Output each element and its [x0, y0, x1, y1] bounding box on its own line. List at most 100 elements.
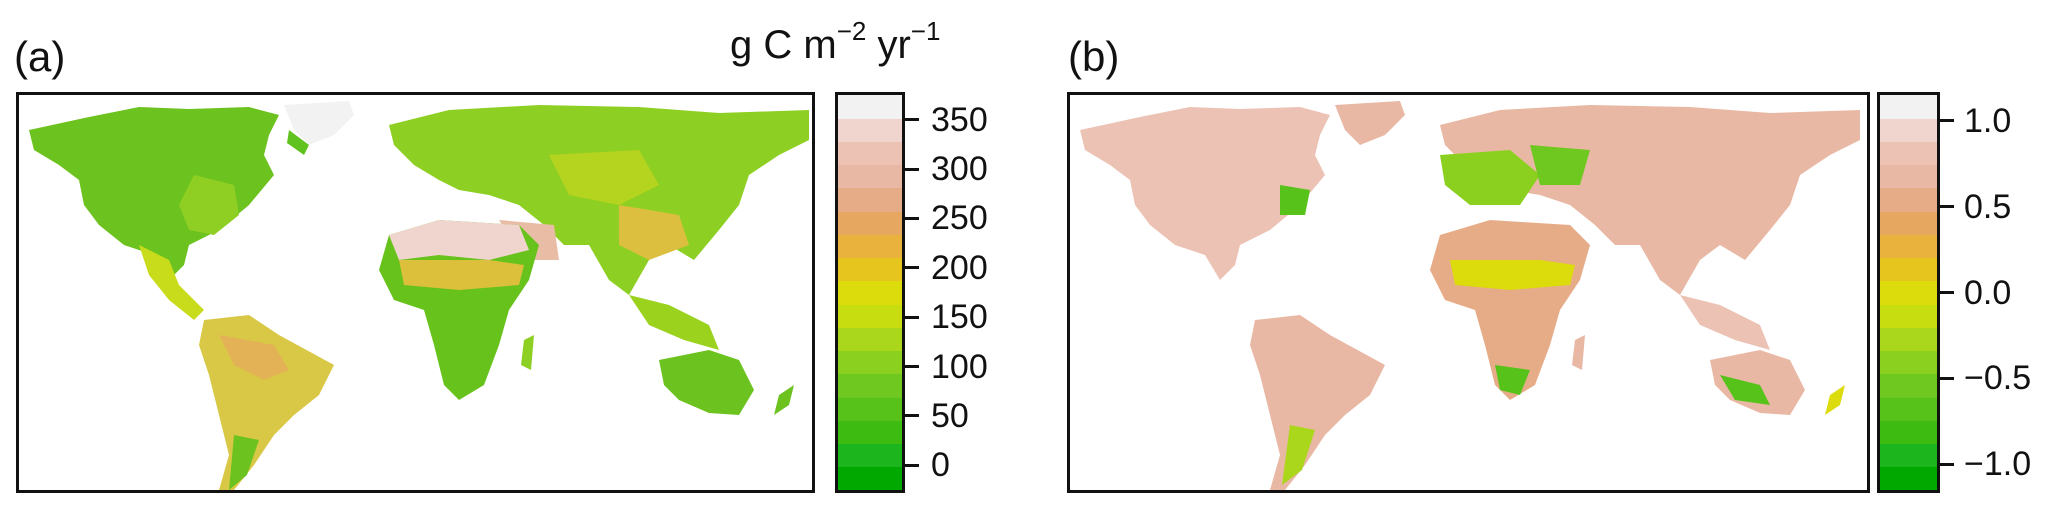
colorbar-segment — [838, 420, 902, 445]
colorbar-tick-label: 1.0 — [1964, 101, 2012, 140]
colorbar-segment — [1880, 95, 1937, 119]
colorbar-tick — [905, 365, 919, 369]
colorbar-segment — [838, 397, 902, 421]
colorbar-segment — [1880, 234, 1937, 259]
unit-main: g C m — [730, 23, 837, 67]
colorbar-tick — [905, 167, 919, 171]
north-america-a — [29, 107, 279, 280]
greenland-a — [284, 101, 354, 145]
colorbar-b — [1877, 92, 1940, 493]
map-panel-a — [16, 92, 815, 493]
colorbar-segment — [1880, 466, 1937, 490]
colorbar-segment — [1880, 327, 1937, 352]
colorbar-segment — [1880, 257, 1937, 282]
colorbar-tick — [905, 315, 919, 319]
colorbar-segment — [1880, 118, 1937, 142]
unit-mid: yr — [866, 23, 911, 67]
north-america-b — [1080, 107, 1330, 280]
south-america-a-amazon — [219, 335, 289, 380]
madagascar-a — [521, 335, 534, 370]
colorbar-segment — [1880, 350, 1937, 375]
colorbar-segment — [838, 350, 902, 375]
south-america-a-south — [229, 435, 259, 490]
colorbar-segment — [1880, 373, 1937, 398]
colorbar-segment — [838, 234, 902, 259]
sahel-a — [399, 260, 524, 290]
colorbar-segment — [1880, 280, 1937, 305]
colorbar-segment — [838, 95, 902, 119]
south-america-b-south — [1282, 425, 1315, 485]
north-america-b-east — [1280, 185, 1310, 215]
colorbar-tick — [1940, 291, 1954, 294]
sahara-a — [389, 220, 529, 260]
colorbar-segment — [1880, 443, 1937, 468]
colorbar-tick-label: 50 — [931, 396, 969, 435]
south-america-a — [199, 315, 334, 490]
colorbar-segment — [838, 187, 902, 212]
colorbar-segment — [1880, 141, 1937, 166]
asia-central-b — [1530, 145, 1590, 185]
sahel-b — [1450, 260, 1575, 290]
se-asia-b — [1680, 295, 1770, 350]
panel-b-label: (b) — [1068, 33, 1120, 80]
south-america-b — [1250, 315, 1385, 490]
colorbar-tick-label: 200 — [931, 248, 988, 287]
colorbar-tick-label: 0 — [931, 446, 950, 485]
colorbar-segment — [1880, 397, 1937, 421]
colorbar-tick-label: 250 — [931, 199, 988, 238]
colorbar-tick — [905, 266, 919, 270]
colorbar-segment — [1880, 420, 1937, 445]
world-map-b — [1080, 101, 1860, 490]
madagascar-b — [1572, 335, 1585, 370]
colorbar-segment — [1880, 211, 1937, 235]
unit-label: g C m−2 yr−1 — [730, 18, 940, 65]
colorbar-segment — [838, 141, 902, 166]
greenland-a-edge — [287, 130, 309, 155]
colorbar-segment — [838, 164, 902, 189]
colorbar-segment — [838, 466, 902, 490]
colorbar-tick — [1940, 205, 1954, 209]
south-africa-b — [1495, 365, 1530, 395]
colorbar-tick — [1940, 462, 1954, 466]
colorbar-segment — [838, 373, 902, 398]
colorbar-segment — [1880, 304, 1937, 328]
greenland-b — [1335, 101, 1405, 145]
asia-central-a — [549, 150, 659, 205]
colorbar-tick-label: 0.5 — [1964, 187, 2012, 226]
colorbar-tick-label: 100 — [931, 347, 988, 386]
colorbar-segment — [838, 443, 902, 468]
unit-exponent-area: −2 — [836, 16, 867, 46]
map-panel-b — [1067, 92, 1870, 493]
colorbar-segment — [838, 304, 902, 328]
new-zealand-b — [1825, 385, 1845, 415]
colorbar-tick — [905, 414, 919, 418]
north-america-a-east — [179, 175, 239, 235]
colorbar-segment — [838, 280, 902, 305]
colorbar-a — [835, 92, 905, 493]
colorbar-tick — [1940, 376, 1954, 380]
north-america-a-south — [139, 245, 204, 320]
colorbar-segment — [1880, 187, 1937, 212]
australia-a — [659, 350, 754, 415]
new-zealand-a — [774, 385, 794, 415]
colorbar-segment — [838, 118, 902, 142]
colorbar-tick-label: 300 — [931, 150, 988, 189]
colorbar-segment — [838, 327, 902, 352]
colorbar-tick — [1940, 119, 1954, 123]
world-map-a — [29, 101, 809, 490]
colorbar-tick-label: 0.0 — [1964, 273, 2012, 312]
australia-b — [1710, 350, 1805, 415]
colorbar-tick-label: −0.5 — [1964, 359, 2032, 398]
europe-b — [1440, 150, 1540, 205]
panel-a-label: (a) — [14, 33, 66, 80]
colorbar-tick — [905, 463, 919, 467]
colorbar-tick-label: 350 — [931, 100, 988, 139]
colorbar-tick-label: −1.0 — [1964, 445, 2032, 484]
colorbar-tick — [905, 216, 919, 220]
asia-south-a — [619, 205, 689, 260]
unit-exponent-time: −1 — [910, 16, 941, 46]
colorbar-segment — [838, 257, 902, 282]
australia-b-east — [1720, 375, 1770, 405]
colorbar-segment — [838, 211, 902, 235]
colorbar-segment — [1880, 164, 1937, 189]
